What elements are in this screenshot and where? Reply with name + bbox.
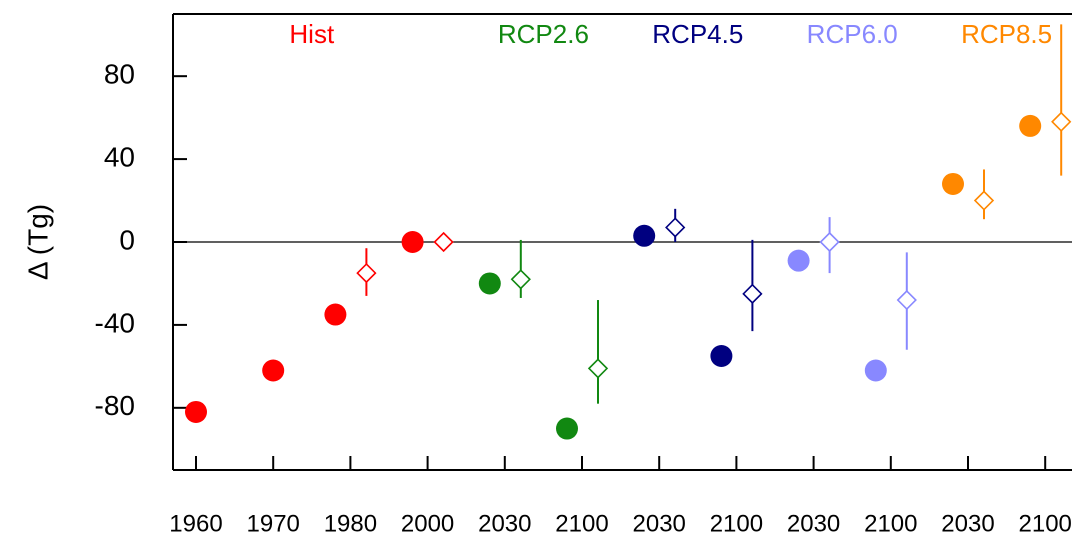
point (185, 400, 207, 423)
point (864, 359, 887, 382)
point (401, 231, 424, 253)
x-tick-label: 2100 (555, 510, 608, 537)
x-tick-label: 2030 (633, 510, 686, 537)
diamond (742, 283, 763, 304)
diamond (510, 269, 531, 290)
legend-label: RCP8.5 (961, 19, 1052, 49)
x-tick-label: 2100 (864, 510, 917, 537)
x-tick-label: 1960 (169, 510, 222, 537)
diamond (819, 231, 840, 253)
diamond (665, 217, 686, 238)
point (1019, 114, 1042, 137)
y-tick-label: 80 (104, 59, 135, 90)
x-tick-label: 1970 (247, 510, 300, 537)
legend-label: RCP2.6 (498, 19, 589, 49)
y-tick-label: 40 (104, 141, 135, 172)
x-tick-label: 2030 (787, 510, 840, 537)
x-tick-label: 1980 (324, 510, 377, 537)
point (262, 359, 285, 382)
x-tick-label: 2030 (941, 510, 994, 537)
diamond (587, 358, 609, 379)
y-tick-label: 0 (119, 224, 135, 255)
diamond (356, 262, 377, 284)
diamond (973, 190, 995, 211)
x-tick-label: 2000 (401, 510, 454, 537)
point (633, 224, 656, 247)
point (942, 172, 964, 195)
legend-label: RCP6.0 (807, 19, 898, 49)
point (478, 272, 501, 295)
point (324, 303, 347, 326)
x-tick-label: 2100 (1019, 510, 1072, 537)
legend-label: Hist (289, 19, 335, 49)
y-tick-label: -40 (95, 307, 135, 338)
legend-label: RCP4.5 (652, 19, 743, 49)
diamond (1051, 111, 1072, 132)
y-axis-label: Δ (Tg) (22, 204, 53, 280)
diamond (433, 231, 454, 253)
point (710, 345, 733, 367)
x-tick-label: 2030 (478, 510, 531, 537)
x-tick-label: 2100 (710, 510, 763, 537)
y-tick-label: -80 (95, 390, 135, 421)
diamond (896, 289, 917, 311)
point (787, 249, 810, 272)
point (556, 417, 578, 440)
